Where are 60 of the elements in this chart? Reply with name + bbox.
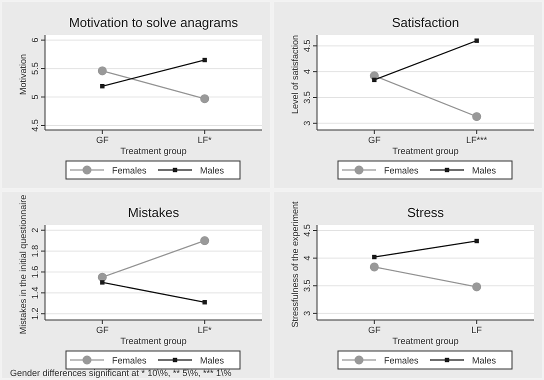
y-axis-title: Mistakes in the initial questionnaire xyxy=(18,194,28,334)
point xyxy=(200,236,210,246)
y-tick-label: 1.8 xyxy=(30,244,40,258)
legend-label: Males xyxy=(472,356,497,366)
x-tick-label: LF* xyxy=(198,325,212,335)
x-axis-title: Treatment group xyxy=(392,146,459,156)
y-tick-label: 3.5 xyxy=(302,91,312,104)
y-tick-label: 6 xyxy=(30,38,40,43)
legend-label: Males xyxy=(472,166,497,176)
point xyxy=(472,282,482,292)
point xyxy=(98,66,107,76)
x-tick-label: LF*** xyxy=(466,135,488,145)
point xyxy=(472,112,482,122)
legend-label: Females xyxy=(112,356,148,366)
y-tick-label: 4 xyxy=(302,256,312,261)
y-tick-label: 4.5 xyxy=(30,119,40,132)
y-tick-label: 1.2 xyxy=(30,307,40,320)
y-tick-label: 4 xyxy=(302,69,312,74)
y-tick-label: 1.4 xyxy=(30,286,40,300)
x-tick-label: GF xyxy=(96,325,110,335)
x-tick-label: LF xyxy=(471,325,482,335)
y-tick-label: 4.5 xyxy=(302,40,312,52)
y-tick-label: 4.5 xyxy=(302,224,312,237)
legend-label: Females xyxy=(384,166,420,176)
x-axis-title: Treatment group xyxy=(120,336,187,346)
point xyxy=(372,78,377,82)
y-tick-label: 3 xyxy=(302,310,312,316)
text: Gender differences significant at * 10\%, ** 5\%, *** 1\% xyxy=(10,368,232,378)
point xyxy=(372,254,377,260)
chart-title: Satisfaction xyxy=(392,15,460,30)
y-tick-label: 5 xyxy=(30,94,40,100)
point xyxy=(370,262,379,272)
x-tick-label: LF* xyxy=(198,135,212,145)
point xyxy=(202,58,207,62)
y-tick-label: 3.5 xyxy=(302,280,312,292)
x-axis-title: Treatment group xyxy=(392,336,459,346)
y-tick-label: 2 xyxy=(30,228,40,233)
legend-label: Females xyxy=(384,356,420,366)
y-tick-label: 3 xyxy=(302,120,312,126)
legend-label: Males xyxy=(200,166,225,176)
point xyxy=(100,84,105,88)
point xyxy=(200,94,210,104)
point xyxy=(202,300,207,304)
chart-title: Stress xyxy=(407,205,444,220)
legend-label: Females xyxy=(112,166,148,176)
x-tick-label: GF xyxy=(96,135,110,145)
chart-title: Mistakes xyxy=(128,205,180,220)
x-axis-title: Treatment group xyxy=(120,146,187,156)
x-tick-label: GF xyxy=(368,325,382,335)
y-axis-title: Stressfulness of the experiment xyxy=(290,200,300,328)
y-axis-title: Level of satisfaction xyxy=(290,34,300,114)
y-axis-title: Motivation xyxy=(18,54,28,96)
legend-label: Males xyxy=(200,356,225,366)
point xyxy=(100,280,105,285)
x-tick-label: GF xyxy=(368,135,382,145)
point xyxy=(474,38,479,43)
chart-title: Motivation to solve anagrams xyxy=(68,15,239,30)
y-tick-label: 1.6 xyxy=(30,266,40,278)
point xyxy=(474,238,479,244)
y-tick-label: 5.5 xyxy=(30,62,40,75)
